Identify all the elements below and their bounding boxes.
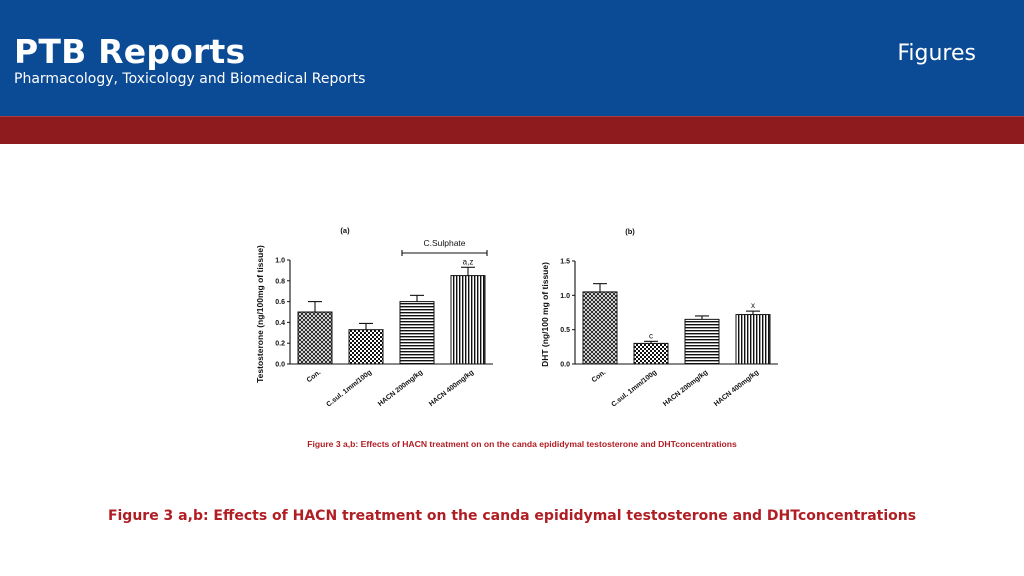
chart-b-bar [684, 318, 720, 365]
chart-a-y-tick-label: 1.0 [275, 258, 285, 265]
chart-a-annotation: C.Sulphate [423, 238, 465, 248]
chart-b-category-label: HACN 200mg/kg [662, 369, 709, 408]
chart-a-bar [399, 301, 435, 365]
chart-a-category-label: Con. [306, 369, 323, 384]
section-label: Figures [897, 41, 976, 66]
chart-a-bar [450, 275, 486, 365]
chart-a-bar-label: a,z [463, 257, 474, 266]
figure-inner-caption: Figure 3 a,b: Effects of HACN treatment … [307, 439, 737, 449]
chart-a-category-label: HACN 200mg/kg [377, 369, 424, 408]
chart-b-title: (b) [625, 227, 635, 236]
figure-caption: Figure 3 a,b: Effects of HACN treatment … [107, 508, 917, 524]
chart-a-y-tick-label: 0.6 [275, 299, 285, 306]
chart-b-bar-label: x [751, 301, 755, 310]
chart-a-bar [348, 329, 384, 365]
chart-a-bar [297, 311, 333, 365]
chart-a-y-axis-label: Testosterone (ng/100mg of tissue) [255, 245, 265, 383]
chart-a-category-label: HACN 400mg/kg [428, 369, 475, 408]
chart-b-category-label: Con. [591, 369, 608, 384]
chart-b-bar-label: c [649, 331, 653, 340]
chart-a-title: (a) [340, 226, 350, 235]
journal-title: PTB Reports [14, 32, 246, 71]
chart-a-y-tick-label: 0.8 [275, 278, 285, 285]
chart-a-y-tick-label: 0.0 [275, 362, 285, 369]
chart-b-y-axis-label: DHT (ng/100 mg of tissue) [540, 262, 550, 367]
chart-b-y-tick-label: 1.5 [560, 259, 570, 266]
chart-a-category-label: C.sul. 1mm/100g [325, 369, 373, 409]
chart-b-bar [735, 314, 771, 365]
chart-b-y-tick-label: 1.0 [560, 293, 570, 300]
chart-b-category-label: C.sul. 1mm/100g [610, 369, 658, 409]
chart-b-category-label: HACN 400mg/kg [713, 369, 760, 408]
chart-b-y-tick-label: 0.0 [560, 362, 570, 369]
chart-a-y-tick-label: 0.4 [275, 320, 285, 327]
chart-b-bar [633, 342, 669, 365]
journal-subtitle: Pharmacology, Toxicology and Biomedical … [14, 71, 366, 87]
chart-a-y-tick-label: 0.2 [275, 341, 285, 348]
header-bar: PTB Reports Pharmacology, Toxicology and… [0, 0, 1024, 116]
chart-b-y-tick-label: 0.5 [560, 327, 570, 334]
red-band [0, 116, 1024, 144]
chart-b-bar [582, 291, 618, 365]
